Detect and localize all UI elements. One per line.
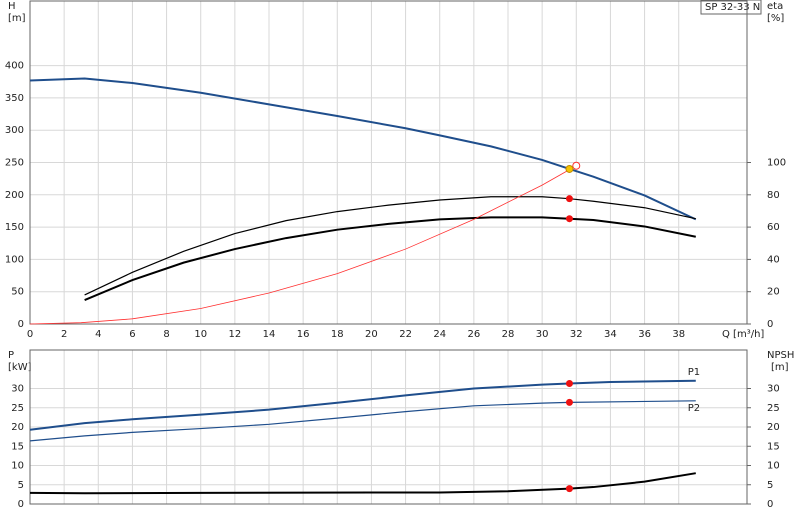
x-tick-label: 20 (365, 329, 378, 340)
operating-point (565, 215, 573, 223)
y2-tick-label: 60 (767, 222, 780, 233)
eta-axis-label: eta (767, 1, 783, 12)
p-axis-unit: [kW] (8, 362, 32, 373)
x-tick-label: 0 (27, 329, 33, 340)
y-tick-label: 400 (5, 61, 24, 72)
y2-tick-label: 100 (767, 158, 786, 169)
operating-point (565, 164, 574, 173)
operating-point (565, 379, 573, 387)
x-tick-label: 8 (163, 329, 169, 340)
x-axis-label: Q [m³/h] (722, 329, 764, 340)
x-tick-label: 22 (399, 329, 412, 340)
curve (29, 379, 696, 431)
model-box (700, 0, 762, 15)
y2-tick-label: 0 (767, 499, 773, 510)
curve (29, 77, 697, 221)
y2-tick-label: 5 (767, 480, 773, 491)
x-tick-label: 34 (604, 329, 617, 340)
y2-tick-label: 25 (767, 403, 780, 414)
x-tick-label: 14 (263, 329, 276, 340)
y2-tick-label: 20 (767, 287, 780, 298)
x-tick-label: 28 (502, 329, 515, 340)
y-tick-label: 25 (11, 403, 24, 414)
x-tick-label: 2 (61, 329, 67, 340)
y-tick-label: 150 (5, 222, 24, 233)
x-tick-label: 32 (570, 329, 583, 340)
y-tick-label: 30 (11, 384, 24, 395)
operating-point (565, 195, 573, 203)
y-tick-label: 200 (5, 190, 24, 201)
x-tick-label: 26 (467, 329, 480, 340)
y-tick-label: 0 (18, 319, 24, 330)
x-tick-label: 10 (194, 329, 207, 340)
curve-label: P2 (688, 403, 700, 414)
curve-label: P1 (688, 367, 700, 378)
y-tick-label: 0 (18, 499, 24, 510)
y2-tick-label: 40 (767, 254, 780, 265)
x-tick-label: 12 (228, 329, 241, 340)
operating-point (565, 398, 573, 406)
curve (29, 165, 577, 325)
x-tick-label: 6 (129, 329, 135, 340)
x-tick-label: 4 (95, 329, 101, 340)
curve (29, 472, 696, 495)
npsh-axis-unit: [m] (771, 362, 789, 373)
y2-tick-label: 15 (767, 441, 780, 452)
curve (29, 400, 696, 442)
y-tick-label: 15 (11, 441, 24, 452)
p-axis-label: P (8, 350, 14, 361)
curve (84, 196, 696, 296)
y-tick-label: 10 (11, 461, 24, 472)
duty-point (572, 161, 581, 170)
model-label: SP 32-33 N (705, 2, 760, 13)
x-tick-label: 16 (297, 329, 310, 340)
y-tick-label: 300 (5, 125, 24, 136)
x-tick-label: 36 (638, 329, 651, 340)
plot-frame (29, 0, 748, 325)
y2-tick-label: 0 (767, 319, 773, 330)
plot-frame (29, 349, 748, 505)
y-tick-label: 20 (11, 422, 24, 433)
x-tick-label: 30 (536, 329, 549, 340)
y2-tick-label: 30 (767, 384, 780, 395)
x-tick-label: 38 (672, 329, 685, 340)
npsh-axis-label: NPSH (767, 350, 794, 361)
y2-tick-label: 80 (767, 190, 780, 201)
y-tick-label: 100 (5, 254, 24, 265)
y-tick-label: 350 (5, 93, 24, 104)
y2-tick-label: 10 (767, 461, 780, 472)
operating-point (565, 485, 573, 493)
y-tick-label: 250 (5, 158, 24, 169)
h-axis-unit: [m] (8, 13, 26, 24)
curve (84, 216, 696, 302)
eta-axis-unit: [%] (767, 13, 784, 24)
y2-tick-label: 20 (767, 422, 780, 433)
y-tick-label: 5 (18, 480, 24, 491)
y-tick-label: 50 (11, 287, 24, 298)
h-axis-label: H (8, 1, 16, 12)
x-tick-label: 24 (433, 329, 446, 340)
x-tick-label: 18 (331, 329, 344, 340)
